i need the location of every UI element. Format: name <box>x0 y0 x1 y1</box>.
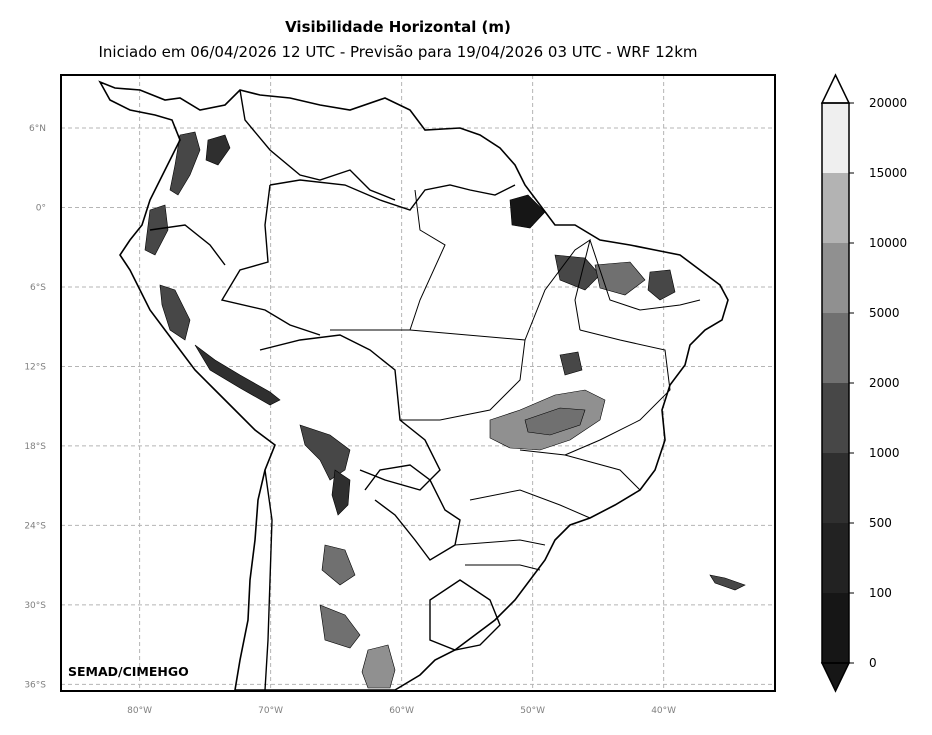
continent-outline <box>98 80 729 691</box>
fog-patch-ceara <box>647 269 676 301</box>
country-borders <box>149 89 516 691</box>
colorbar-segment <box>822 173 849 243</box>
state-border-sao-paulo <box>469 489 591 519</box>
fog-patch-buenos-aires <box>361 644 396 689</box>
colorbar-tick-label: 1000 <box>869 446 900 460</box>
colorbar-tick-label: 0 <box>869 656 877 670</box>
map-frame <box>60 74 776 692</box>
lat-tick-label: 0° <box>36 203 46 213</box>
lat-tick-label: 36°S <box>24 680 46 690</box>
fog-patch-maranhao <box>554 254 601 291</box>
colorbar-tick-label: 20000 <box>869 96 907 110</box>
fog-patch-colombia-east <box>205 134 231 166</box>
lat-tick-label: 24°S <box>24 521 46 531</box>
colorbar-segment <box>822 453 849 523</box>
state-border-parana <box>454 539 546 546</box>
credit-label: SEMAD/CIMEHGO <box>68 664 189 679</box>
fog-patch-argentina-north <box>331 469 351 516</box>
fog-patch-piaui <box>594 261 646 296</box>
lon-tick-label: 40°W <box>651 706 676 716</box>
colorbar-segment <box>822 243 849 313</box>
fog-patch-goias-inner <box>524 407 586 436</box>
fog-patch-tocantins <box>559 351 583 376</box>
fog-patch-ecuador <box>144 204 169 256</box>
fog-patch-bolivia <box>299 424 351 481</box>
colorbar-segment <box>822 103 849 173</box>
map-title: Visibilidade Horizontal (m) <box>285 18 511 36</box>
lon-tick-label: 50°W <box>520 706 545 716</box>
border-uruguay <box>429 579 501 651</box>
gridlines <box>61 75 775 691</box>
border-brazil-north <box>269 179 516 211</box>
colorbar-tick-label: 100 <box>869 586 892 600</box>
colorbar-segment <box>822 313 849 383</box>
lon-tick-label: 70°W <box>258 706 283 716</box>
fog-patch-peru-north <box>159 284 191 341</box>
colorbar-segment <box>822 593 849 663</box>
fog-patch-amapa <box>509 194 546 229</box>
border-chile-argentina <box>264 469 273 691</box>
fog-patch-peru-south <box>194 344 281 406</box>
state-border-northeast <box>589 239 701 311</box>
map-subtitle: Iniciado em 06/04/2026 12 UTC - Previsão… <box>98 43 698 61</box>
lat-tick-label: 6°S <box>30 283 46 293</box>
fog-patch-cordoba <box>319 604 361 649</box>
colorbar-tick-label: 15000 <box>869 166 907 180</box>
colorbar-tick-label: 10000 <box>869 236 907 250</box>
lat-tick-label: 12°S <box>24 362 46 372</box>
state-border-mato-grosso <box>330 329 526 421</box>
colorbar-extend-max <box>820 73 851 104</box>
lat-tick-label: 18°S <box>24 442 46 452</box>
state-borders <box>330 189 701 571</box>
low-visibility-areas <box>144 131 746 689</box>
lat-tick-label: 6°N <box>29 124 46 134</box>
colorbar: 0 100 500 1000 2000 5000 10000 15000 20000 <box>820 73 907 693</box>
lat-tick-label: 30°S <box>24 601 46 611</box>
border-ecuador-peru <box>149 224 226 266</box>
state-border-minas <box>519 449 641 491</box>
state-border-bahia <box>564 329 671 456</box>
state-border-santa-catarina <box>465 564 541 571</box>
fog-patch-argentina-central <box>321 544 356 586</box>
colorbar-segment <box>822 523 849 593</box>
lon-tick-label: 80°W <box>127 706 152 716</box>
colorbar-tick-label: 5000 <box>869 306 900 320</box>
border-peru-brazil <box>220 184 321 336</box>
lon-tick-label: 60°W <box>389 706 414 716</box>
fog-patch-colombia-andes <box>169 131 201 196</box>
colorbar-segment <box>822 383 849 453</box>
border-paraguay <box>364 464 461 561</box>
fog-patch-atlantic <box>709 574 746 591</box>
longitude-labels: 80°W 70°W 60°W 50°W 40°W <box>127 706 676 716</box>
colorbar-extend-min <box>820 662 851 693</box>
latitude-labels: 6°N 0° 6°S 12°S 18°S 24°S 30°S 36°S <box>24 124 46 690</box>
state-border-tocantins <box>524 238 591 341</box>
map-area <box>98 80 746 691</box>
border-colombia-venezuela <box>239 89 396 201</box>
colorbar-tick-label: 500 <box>869 516 892 530</box>
state-border-amazonas-para <box>409 189 446 331</box>
colorbar-tick-label: 2000 <box>869 376 900 390</box>
